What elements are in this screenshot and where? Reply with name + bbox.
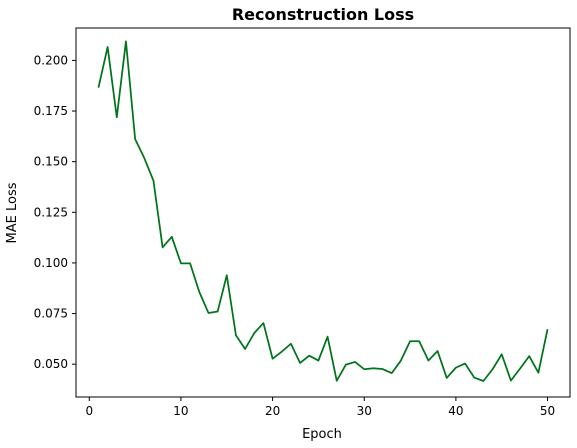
chart-title: Reconstruction Loss (232, 5, 414, 24)
y-tick-label: 0.100 (34, 256, 68, 270)
y-tick-label: 0.150 (34, 155, 68, 169)
y-axis-label: MAE Loss (5, 182, 20, 243)
series-layer (97, 40, 549, 382)
y-tick-label: 0.075 (34, 307, 68, 321)
x-axis-label: Epoch (302, 427, 342, 442)
x-tick-label: 0 (85, 404, 93, 418)
x-tick-label: 10 (173, 404, 188, 418)
y-tick-label: 0.050 (34, 357, 68, 371)
x-axis-ticks: 0 10 20 30 40 50 (85, 397, 555, 418)
x-tick-label: 30 (357, 404, 372, 418)
y-tick-label: 0.175 (34, 104, 68, 118)
x-tick-label: 50 (540, 404, 555, 418)
y-tick-label: 0.125 (34, 205, 68, 219)
y-tick-label: 0.200 (34, 53, 68, 67)
x-tick-label: 40 (448, 404, 463, 418)
plot-frame (75, 27, 571, 398)
series-line (97, 40, 549, 382)
x-tick-label: 20 (265, 404, 280, 418)
plot-area (76, 28, 570, 397)
y-axis-ticks: 0.050 0.075 0.100 0.125 0.150 0.175 0.200 (34, 53, 76, 371)
